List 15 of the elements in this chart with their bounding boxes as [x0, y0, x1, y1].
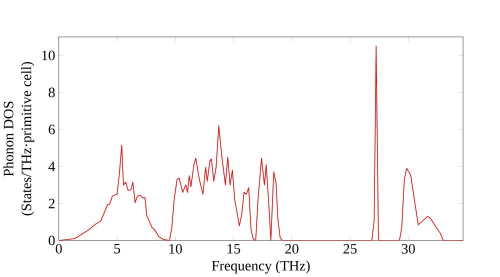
x-tick-label: 10 — [169, 244, 182, 254]
y-axis-title: Phonon DOS (States/THz·primitive cell) — [3, 62, 34, 216]
y-tick-label: 4 — [48, 162, 56, 171]
y-tick-label: 0 — [48, 235, 55, 246]
x-tick-label: 15 — [228, 244, 240, 254]
x-tick-label: 25 — [344, 244, 357, 254]
x-tick-label: 30 — [402, 244, 415, 254]
x-tick-label: 20 — [285, 244, 298, 254]
y-tick-label: 6 — [48, 124, 55, 134]
x-tick-label: 5 — [114, 244, 120, 254]
y-tick-label: 10 — [42, 50, 55, 60]
x-tick-label: 0 — [56, 244, 62, 254]
x-axis-title: Frequency (THz) — [212, 260, 310, 274]
y-tick-label: 8 — [48, 87, 55, 98]
y-tick-label: 2 — [48, 198, 55, 208]
